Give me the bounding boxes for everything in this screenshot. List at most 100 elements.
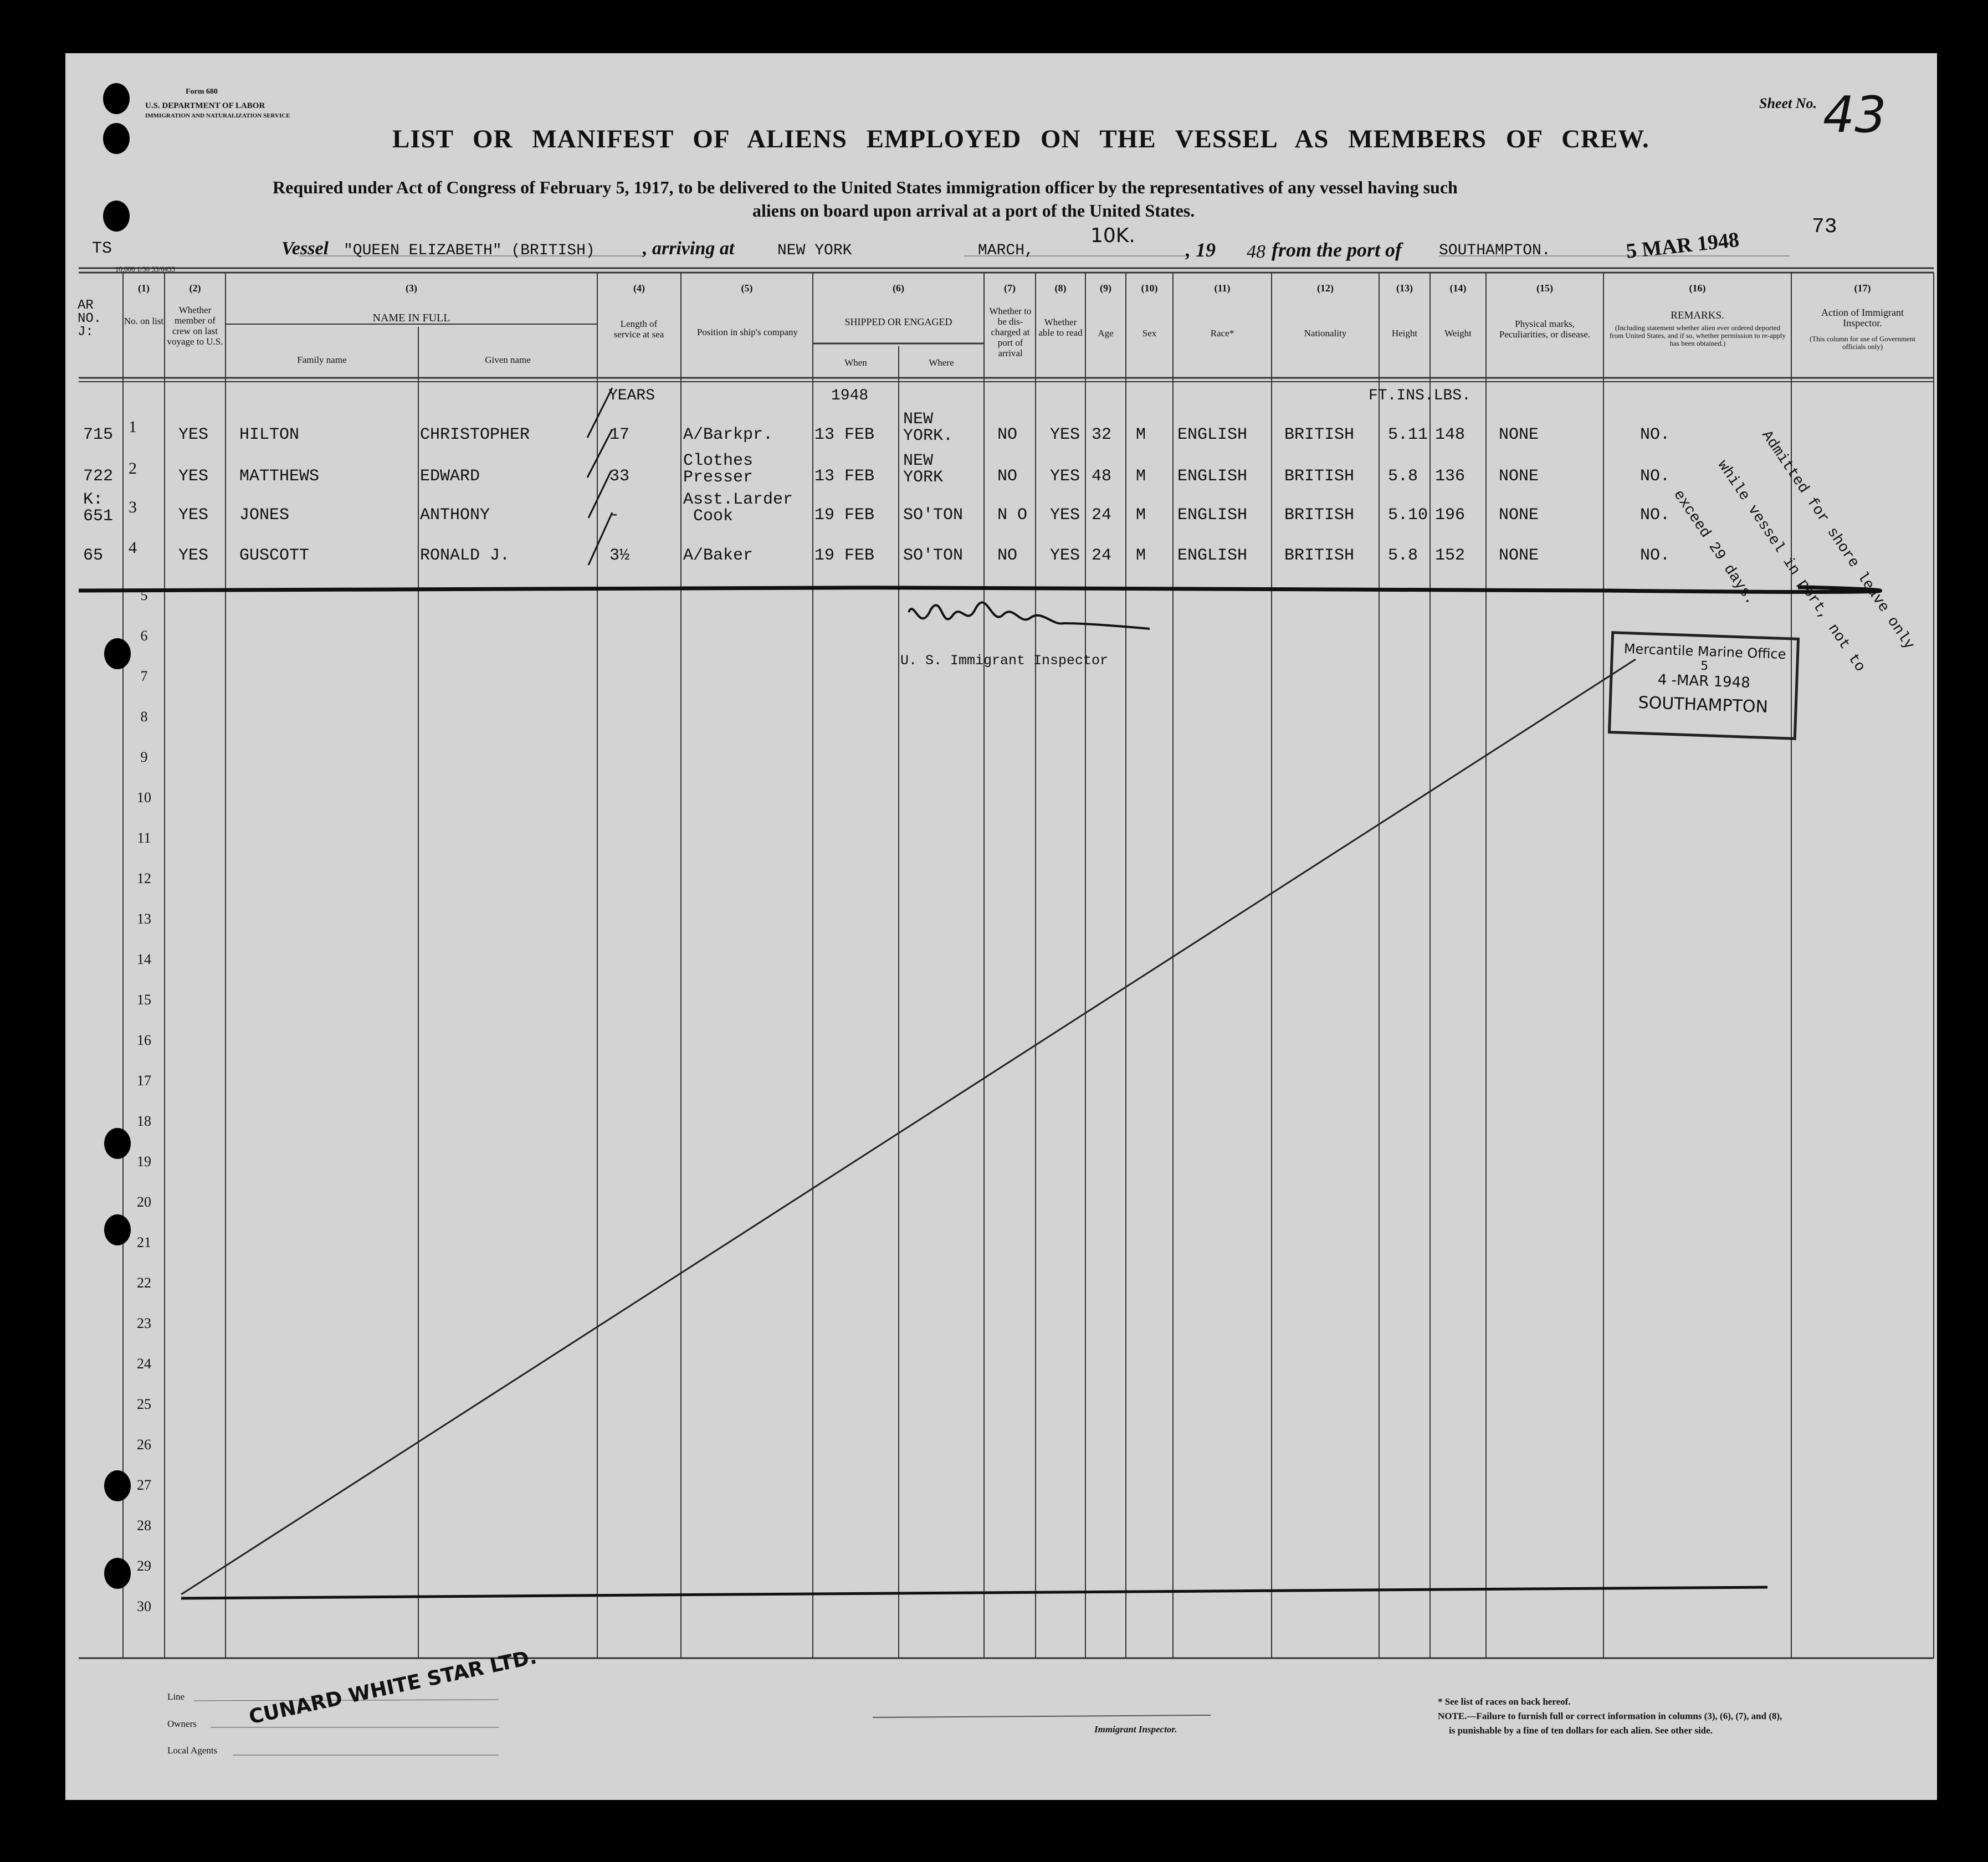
cell-family: HILTON bbox=[239, 425, 300, 444]
punch-hole bbox=[104, 1470, 131, 1501]
col-when-header: When bbox=[844, 357, 867, 368]
cell-sex: M bbox=[1136, 506, 1146, 525]
manifest-sheet bbox=[65, 53, 1937, 1800]
years-unit: YEARS bbox=[608, 387, 655, 404]
cell-remarks: NO. bbox=[1640, 425, 1671, 444]
cell-family: GUSCOTT bbox=[239, 546, 310, 565]
col-inspector-action-note: (This column for use of Government offic… bbox=[1810, 335, 1915, 351]
col-height-header: Height bbox=[1391, 328, 1418, 338]
column-number: (2) bbox=[189, 283, 201, 294]
col-sex-header: Sex bbox=[1142, 328, 1157, 338]
cell-where: SO'TON bbox=[903, 506, 964, 525]
row-number: 24 bbox=[137, 1356, 151, 1372]
cell-where: NEW YORK bbox=[903, 452, 944, 487]
cell-nationality: BRITISH bbox=[1284, 467, 1355, 486]
row-number: 17 bbox=[137, 1073, 151, 1089]
cell-no: 4 bbox=[129, 538, 137, 557]
cell-height: 5.8 bbox=[1388, 467, 1418, 486]
cell-read: YES bbox=[1050, 425, 1080, 444]
subtitle-line-1: Required under Act of Congress of Februa… bbox=[273, 177, 1458, 197]
cell-given: EDWARD bbox=[420, 467, 480, 486]
cell-length: 3½ bbox=[609, 546, 630, 565]
col-list-number-header: No. on list bbox=[124, 316, 164, 326]
cell-weight: 148 bbox=[1435, 425, 1466, 444]
cell-discharged: N O bbox=[997, 506, 1028, 525]
line-dotline bbox=[193, 1699, 499, 1701]
sheet-number: 43 bbox=[1823, 86, 1887, 144]
row-number: 10 bbox=[137, 789, 151, 806]
department-name: U.S. DEPARTMENT OF LABOR bbox=[145, 101, 265, 110]
column-number: (5) bbox=[741, 283, 753, 294]
cell-height: 5.10 bbox=[1388, 506, 1428, 525]
cell-remarks: NO. bbox=[1640, 506, 1671, 525]
cell-weight: 136 bbox=[1435, 467, 1466, 486]
race-note: * See list of races on back hereof. bbox=[1438, 1696, 1571, 1707]
punch-hole bbox=[103, 123, 130, 154]
cell-marks: NONE bbox=[1499, 467, 1539, 486]
column-number: (8) bbox=[1054, 283, 1067, 294]
vessel-name: "QUEEN ELIZABETH" (BRITISH) bbox=[344, 242, 595, 259]
column-number: (6) bbox=[893, 283, 904, 294]
row-number: 19 bbox=[137, 1153, 151, 1169]
cell-marks: NONE bbox=[1499, 546, 1539, 565]
cell-age: 32 bbox=[1092, 425, 1112, 444]
col-family-name-header: Family name bbox=[297, 355, 347, 365]
cell-when: 13 FEB bbox=[814, 425, 875, 444]
cell-age: 48 bbox=[1092, 467, 1112, 486]
cell-marks: NONE bbox=[1499, 425, 1539, 444]
shipped-year: 1948 bbox=[831, 387, 869, 404]
bottom-cancel-line bbox=[181, 1586, 1768, 1600]
col-age-header: Age bbox=[1098, 328, 1114, 338]
ts-mark: TS bbox=[92, 239, 112, 258]
cancel-diagonal-line bbox=[181, 658, 1636, 1596]
cell-height: 5.11 bbox=[1388, 425, 1428, 444]
row-number: 23 bbox=[137, 1315, 151, 1331]
cell-nationality: BRITISH bbox=[1284, 546, 1355, 565]
cell-given: CHRISTOPHER bbox=[420, 425, 530, 444]
cell-given: ANTHONY bbox=[420, 506, 490, 525]
col-position-header: Position in ship's company bbox=[696, 327, 798, 337]
cell-discharged: NO bbox=[997, 425, 1018, 444]
col-shipped-header: SHIPPED OR ENGAGED bbox=[844, 316, 952, 327]
col-weight-header: Weight bbox=[1444, 328, 1472, 338]
col-where-header: Where bbox=[929, 357, 954, 368]
subtitle-line-2: aliens on board upon arrival at a port o… bbox=[752, 201, 1195, 220]
column-number: (14) bbox=[1449, 283, 1467, 294]
cell-read: YES bbox=[1050, 546, 1080, 565]
col-nationality-header: Nationality bbox=[1304, 328, 1347, 338]
row-number: 11 bbox=[137, 830, 151, 846]
arrival-day: 10K. bbox=[1090, 224, 1135, 247]
cell-read: YES bbox=[1050, 506, 1080, 525]
cell-remarks: NO. bbox=[1640, 546, 1671, 565]
arrival-month: MARCH, bbox=[978, 242, 1034, 259]
inspector-caption: U. S. Immigrant Inspector bbox=[900, 653, 1109, 669]
cell-when: 13 FEB bbox=[814, 467, 875, 486]
inspector-signature-line bbox=[872, 1715, 1211, 1718]
column-number: (16) bbox=[1689, 283, 1706, 294]
cell-no: 1 bbox=[129, 418, 137, 436]
col-discharged-header: Whether to be dis-charged at port of arr… bbox=[989, 306, 1032, 358]
row-number: 20 bbox=[137, 1194, 151, 1210]
mercantile-marine-stamp: Mercantile Marine Office 5 4 -MAR 1948 S… bbox=[1607, 631, 1800, 740]
cell-family: MATTHEWS bbox=[239, 467, 320, 486]
departure-port: SOUTHAMPTON. bbox=[1439, 242, 1551, 259]
column-number: (12) bbox=[1317, 283, 1334, 294]
cell-arr-no: 65 bbox=[83, 546, 104, 565]
vessel-label: Vessel bbox=[281, 238, 329, 259]
sheet-label: Sheet No. bbox=[1759, 95, 1817, 111]
cell-where: NEW YORK. bbox=[903, 410, 954, 445]
row-number: 14 bbox=[137, 951, 151, 967]
row-number: 22 bbox=[137, 1275, 151, 1291]
punch-hole bbox=[104, 1214, 131, 1245]
cell-age: 24 bbox=[1092, 506, 1112, 525]
row-number: 29 bbox=[137, 1558, 151, 1574]
cell-when: 19 FEB bbox=[814, 506, 875, 525]
col-physical-marks-header: Physical marks, Peculiarities, or diseas… bbox=[1499, 319, 1591, 340]
cell-arr-no: 722 bbox=[83, 467, 114, 486]
column-number: (15) bbox=[1536, 283, 1553, 294]
fine-note-line-1: NOTE.—Failure to furnish full or correct… bbox=[1438, 1711, 1782, 1721]
owners-label: Owners bbox=[167, 1719, 197, 1729]
cell-length: 33 bbox=[609, 467, 630, 486]
column-number: (1) bbox=[138, 283, 150, 294]
form-number: Form 680 bbox=[186, 88, 218, 96]
